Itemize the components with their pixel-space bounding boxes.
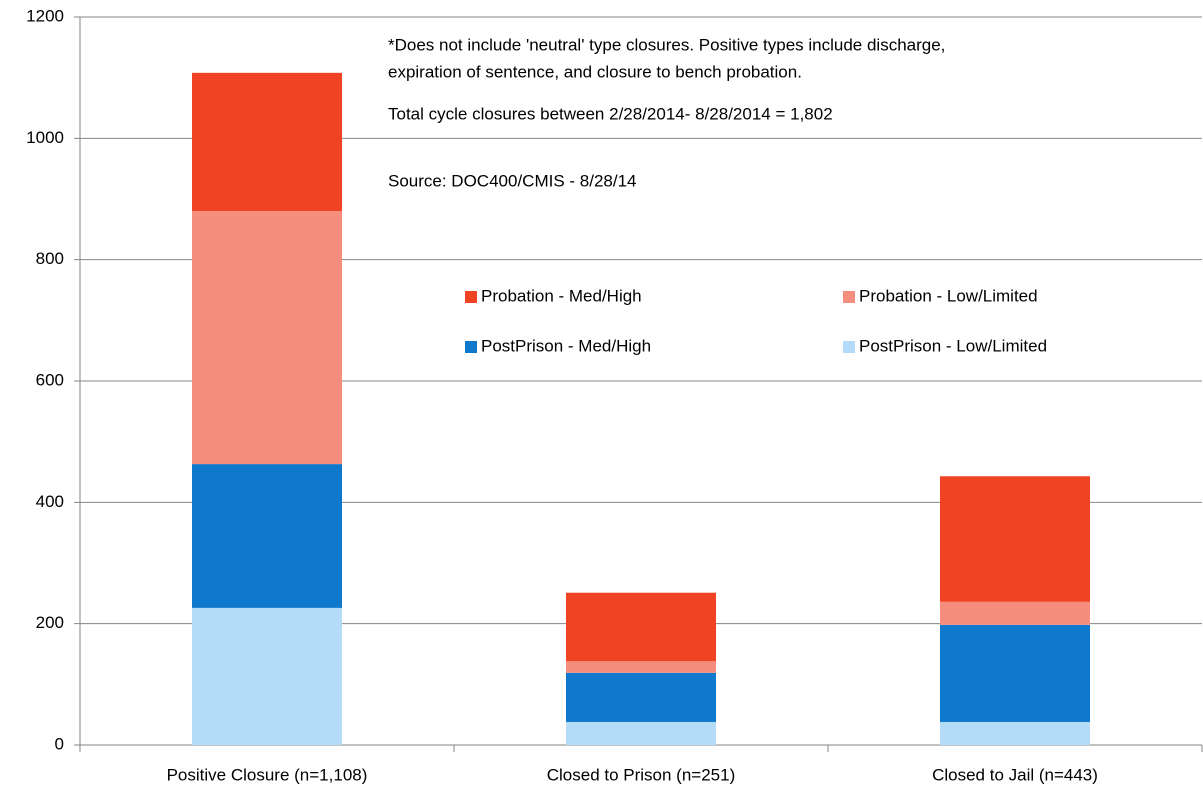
y-tick-label: 0 [55, 734, 64, 753]
bar-segment [940, 721, 1090, 745]
x-tick-label: Closed to Jail (n=443) [932, 765, 1098, 784]
legend-swatch [843, 291, 855, 303]
bar-segment [566, 661, 716, 673]
bar-segment [566, 672, 716, 722]
legend-swatch [465, 291, 477, 303]
annotation: Total cycle closures between 2/28/2014- … [388, 104, 833, 123]
legend-label: Probation - Med/High [481, 286, 642, 305]
bar-segment [192, 464, 342, 608]
legend-swatch [465, 341, 477, 353]
y-tick-label: 800 [36, 249, 64, 268]
bar-segment [566, 721, 716, 745]
legend-swatch [843, 341, 855, 353]
legend-label: Probation - Low/Limited [859, 286, 1038, 305]
bar-segment [940, 601, 1090, 625]
bar-segment [566, 592, 716, 662]
annotation: expiration of sentence, and closure to b… [388, 62, 802, 81]
annotation: *Does not include 'neutral' type closure… [388, 35, 945, 54]
bar-segment [192, 211, 342, 465]
y-tick-label: 200 [36, 613, 64, 632]
x-tick-label: Closed to Prison (n=251) [547, 765, 736, 784]
y-tick-label: 1000 [26, 128, 64, 147]
bar-segment [192, 72, 342, 212]
bar-segment [940, 476, 1090, 602]
legend-label: PostPrison - Med/High [481, 336, 651, 355]
y-tick-label: 400 [36, 492, 64, 511]
y-tick-label: 1200 [26, 6, 64, 25]
x-tick-label: Positive Closure (n=1,108) [167, 765, 368, 784]
y-tick-label: 600 [36, 370, 64, 389]
bar-segment [192, 607, 342, 745]
legend-label: PostPrison - Low/Limited [859, 336, 1047, 355]
annotation: Source: DOC400/CMIS - 8/28/14 [388, 171, 637, 190]
bar-segment [940, 624, 1090, 722]
